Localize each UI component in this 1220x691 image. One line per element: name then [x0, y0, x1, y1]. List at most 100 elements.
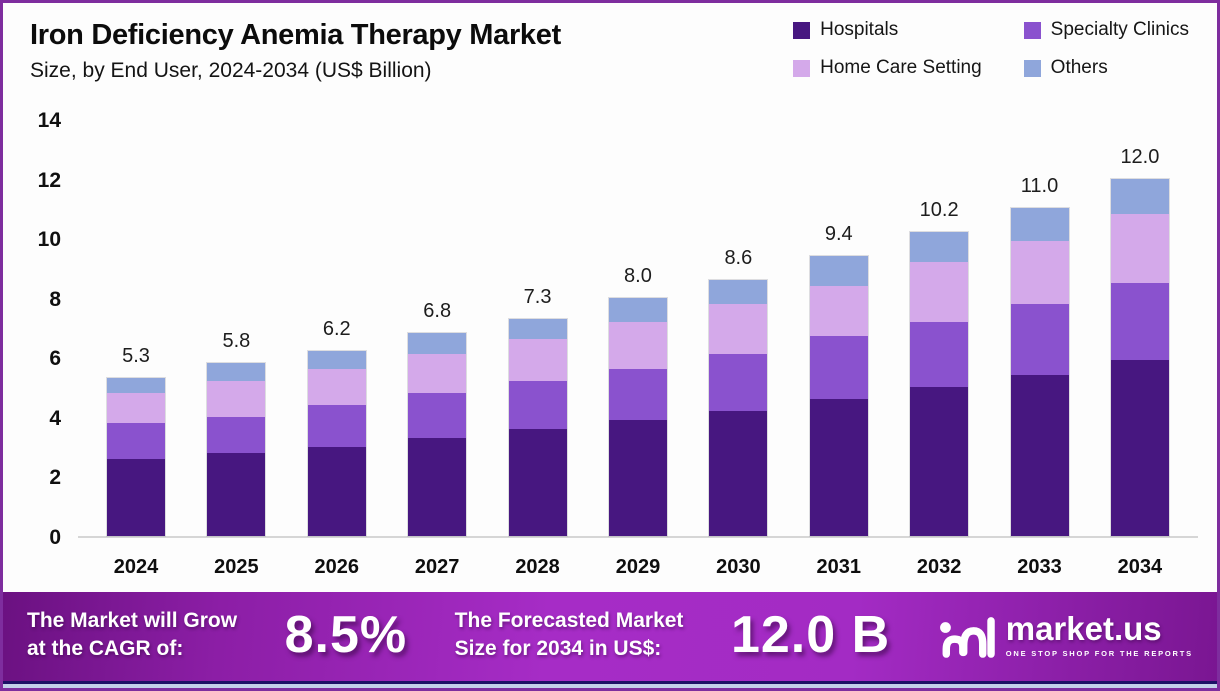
page-title: Iron Deficiency Anemia Therapy Market: [30, 19, 561, 51]
bar-column-2027: 6.8: [391, 121, 483, 536]
forecast-label: The Forecasted Market Size for 2034 in U…: [455, 607, 684, 662]
bar-stack: [709, 279, 768, 536]
bar-total-label: 5.3: [122, 345, 150, 368]
bar-column-2025: 5.8: [190, 121, 282, 536]
y-tick-label: 4: [49, 406, 61, 430]
plot-area: 5.3 5.8 6.2 6.8 7.3 8.0 8.6 9.4 10.2 11.0 12.0: [78, 121, 1198, 538]
forecast-label-line1: The Forecasted Market: [454, 609, 684, 633]
y-axis: 0 2 4 6 8 10 12 14: [3, 109, 61, 549]
bar-segment-others: [809, 256, 868, 286]
bar-column-2024: 5.3: [90, 121, 182, 536]
bottom-strip-light: [3, 684, 1217, 688]
brand-text: market.us ONE STOP SHOP FOR THE REPORTS: [1006, 612, 1193, 658]
bar-segment-others: [709, 279, 768, 304]
bar-segment-others: [608, 297, 667, 322]
bar-segment-others: [307, 351, 366, 370]
bar-stack: [1010, 208, 1069, 536]
x-axis-label-2026: 2026: [314, 556, 360, 578]
bar-segment-specialty-clinics: [1110, 282, 1169, 361]
cagr-label-line1: The Market will Grow: [27, 609, 238, 633]
bar-segment-hospitals: [408, 437, 467, 536]
bar-segment-hospitals: [307, 446, 366, 536]
bar-stack: [107, 378, 165, 536]
bar-segment-others: [107, 378, 165, 394]
bar-segment-home-care-setting: [207, 381, 266, 417]
x-axis-label-2031: 2031: [816, 556, 861, 578]
bar-stack: [1110, 178, 1169, 536]
brand-tagline: ONE STOP SHOP FOR THE REPORTS: [1005, 648, 1193, 658]
bar-segment-home-care-setting: [809, 285, 868, 337]
bar-segment-home-care-setting: [107, 393, 165, 423]
bar-segment-home-care-setting: [508, 339, 567, 382]
bar-column-2031: 9.4: [793, 121, 885, 536]
bar-segment-others: [408, 333, 467, 355]
bar-column-2033: 11.0: [994, 121, 1086, 536]
forecast-label-line2: Size for 2034 in US$:: [454, 636, 662, 660]
x-axis-label-2030: 2030: [716, 556, 761, 578]
legend-item-hospitals: Hospitals: [793, 19, 982, 41]
y-tick-label: 8: [49, 287, 61, 311]
page-subtitle: Size, by End User, 2024-2034 (US$ Billio…: [30, 59, 432, 82]
cagr-label: The Market will Grow at the CAGR of:: [27, 607, 237, 662]
y-tick-label: 12: [37, 168, 61, 192]
forecast-value: 12.0 B: [730, 605, 891, 664]
legend-label: Specialty Clinics: [1050, 19, 1189, 40]
bar-segment-hospitals: [709, 410, 768, 536]
bar-total-label: 7.3: [523, 285, 552, 308]
bar-segment-hospitals: [1010, 375, 1069, 536]
bar-column-2026: 6.2: [291, 121, 383, 536]
bar-segment-home-care-setting: [408, 354, 467, 394]
bar-stack: [408, 333, 467, 536]
bar-segment-others: [508, 318, 567, 340]
x-axis-label-2028: 2028: [515, 556, 560, 578]
x-axis: 2024 2025 2026 2027 2028 2029 2030 2031 2032 2033…: [78, 556, 1198, 579]
legend-label: Others: [1050, 57, 1108, 78]
bar-segment-hospitals: [1110, 360, 1169, 536]
legend-swatch-icon: [793, 21, 811, 39]
bar-segment-others: [1010, 208, 1069, 242]
bar-column-2034: 12.0: [1094, 121, 1186, 536]
x-axis-label-2033: 2033: [1017, 556, 1062, 578]
bar-stack: [508, 318, 567, 536]
bar-total-label: 8.6: [724, 246, 753, 269]
bar-segment-others: [910, 232, 969, 262]
bar-segment-specialty-clinics: [307, 404, 366, 447]
legend-label: Home Care Setting: [820, 57, 982, 78]
y-tick-label: 0: [49, 526, 61, 549]
bar-segment-home-care-setting: [1010, 241, 1069, 304]
bar-total-label: 9.4: [824, 223, 853, 246]
bar-stack: [608, 297, 667, 536]
bar-total-label: 6.8: [423, 300, 452, 323]
y-tick-label: 6: [49, 347, 61, 371]
bar-total-label: 10.2: [919, 199, 959, 222]
cagr-value: 8.5%: [284, 605, 408, 664]
bar-segment-specialty-clinics: [709, 354, 768, 411]
bar-column-2029: 8.0: [592, 121, 684, 536]
bar-total-label: 12.0: [1120, 145, 1160, 168]
bar-segment-specialty-clinics: [1010, 303, 1069, 376]
market-us-logo-icon: [939, 616, 995, 658]
market-us-logo[interactable]: market.us ONE STOP SHOP FOR THE REPORTS: [938, 608, 1193, 662]
bar-segment-home-care-setting: [608, 321, 667, 370]
bar-segment-hospitals: [508, 428, 567, 536]
bar-stack: [910, 232, 969, 536]
y-tick-label: 14: [37, 109, 61, 132]
bar-segment-home-care-setting: [709, 303, 768, 355]
bar-segment-specialty-clinics: [508, 381, 567, 429]
bar-segment-specialty-clinics: [107, 422, 165, 459]
bar-column-2032: 10.2: [893, 121, 985, 536]
bottom-banner: The Market will Grow at the CAGR of: 8.5…: [3, 592, 1217, 681]
bar-segment-specialty-clinics: [207, 416, 266, 453]
bar-segment-specialty-clinics: [910, 321, 969, 388]
bar-total-label: 6.2: [322, 318, 351, 341]
bar-total-label: 5.8: [222, 330, 251, 353]
bar-segment-home-care-setting: [1110, 214, 1169, 283]
x-axis-label-2029: 2029: [615, 556, 661, 578]
bar-segment-specialty-clinics: [408, 393, 467, 438]
bar-segment-others: [1110, 178, 1169, 215]
x-axis-label-2034: 2034: [1117, 556, 1163, 578]
chart-legend: Hospitals Specialty Clinics Home Care Sett…: [793, 19, 1189, 79]
bar-segment-specialty-clinics: [809, 336, 868, 399]
y-tick-label: 2: [49, 466, 61, 490]
